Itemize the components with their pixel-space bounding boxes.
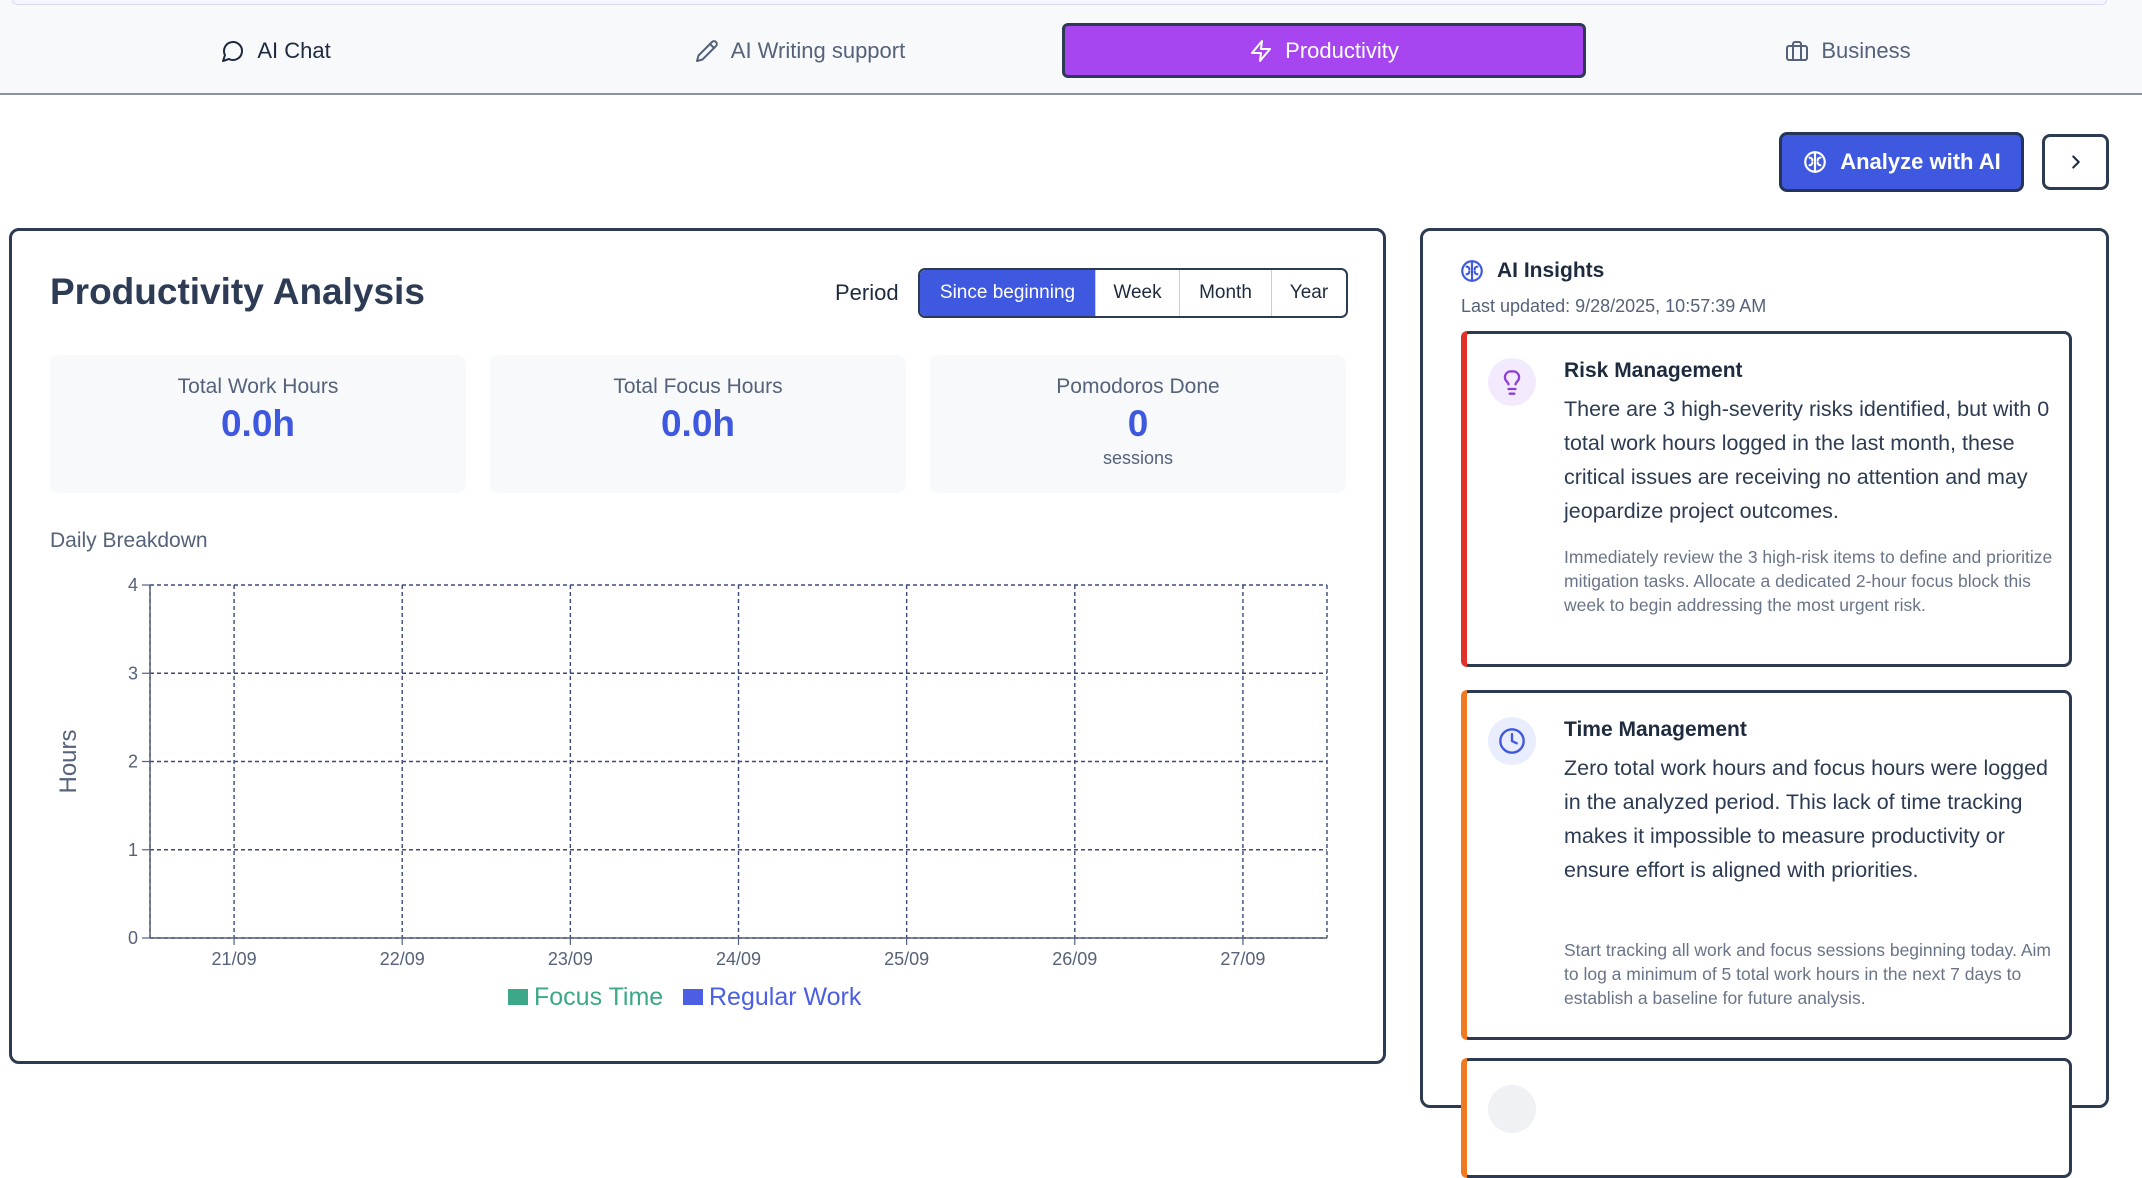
x-tick-label: 22/09 bbox=[380, 949, 425, 969]
stat-total-work-hours: Total Work Hours 0.0h bbox=[50, 355, 466, 493]
chat-bubble-icon bbox=[222, 40, 244, 62]
period-since-beginning-button[interactable]: Since beginning bbox=[920, 270, 1096, 316]
insight-card-risk-management: Risk Management There are 3 high-severit… bbox=[1461, 331, 2072, 667]
x-tick-label: 21/09 bbox=[212, 949, 257, 969]
x-tick-label: 25/09 bbox=[884, 949, 929, 969]
icon-badge bbox=[1488, 358, 1536, 406]
analyze-with-ai-button[interactable]: Analyze with AI bbox=[1779, 132, 2024, 192]
card-body: Zero total work hours and focus hours we… bbox=[1564, 756, 2049, 882]
icon-badge bbox=[1488, 717, 1536, 765]
productivity-analysis-panel: Productivity Analysis Period Since begin… bbox=[9, 228, 1386, 1064]
ai-insights-panel: AI Insights Last updated: 9/28/2025, 10:… bbox=[1420, 228, 2109, 1178]
x-tick-label: 24/09 bbox=[716, 949, 761, 969]
icon-badge bbox=[1488, 1085, 1536, 1133]
insights-title: AI Insights bbox=[1497, 259, 1605, 282]
legend-swatch bbox=[508, 989, 528, 1005]
x-tick-label: 26/09 bbox=[1052, 949, 1097, 969]
tab-productivity[interactable]: Productivity bbox=[1062, 23, 1586, 78]
tab-business[interactable]: Business bbox=[1586, 23, 2110, 78]
lightning-icon bbox=[1251, 39, 1272, 62]
card-accent-bar bbox=[1461, 331, 1467, 667]
tab-ai-chat[interactable]: AI Chat bbox=[14, 23, 538, 78]
x-tick-label: 27/09 bbox=[1220, 949, 1265, 969]
analyze-label: Analyze with AI bbox=[1840, 149, 2001, 174]
y-tick-label: 1 bbox=[128, 840, 138, 860]
clock-icon bbox=[1499, 728, 1525, 754]
tab-label: Business bbox=[1821, 37, 1911, 63]
insight-card-time-management: Time Management Zero total work hours an… bbox=[1461, 690, 2072, 1040]
lightbulb-icon bbox=[1503, 370, 1521, 395]
stat-label: Total Work Hours bbox=[177, 375, 339, 398]
insights-header: AI Insights bbox=[1459, 258, 1604, 284]
legend-swatch bbox=[683, 989, 703, 1005]
stat-sub: sessions bbox=[1102, 448, 1174, 468]
card-accent-bar bbox=[1461, 690, 1467, 1040]
y-tick-label: 2 bbox=[128, 752, 138, 772]
x-tick-label: 23/09 bbox=[548, 949, 593, 969]
y-tick-label: 3 bbox=[128, 663, 138, 683]
top-navigation: AI Chat AI Writing support Productivity … bbox=[0, 0, 2142, 95]
daily-breakdown-chart: 0 1 2 3 4 21/09 22/09 23/09 24/09 25/09 26/09 27/09… bbox=[55, 575, 1328, 1011]
card-body: There are 3 high-severity risks identifi… bbox=[1564, 397, 2050, 523]
chevron-right-icon bbox=[2071, 155, 2080, 169]
y-tick-label: 0 bbox=[128, 928, 138, 948]
tab-label: AI Writing support bbox=[730, 37, 906, 63]
card-title: Risk Management bbox=[1564, 359, 1743, 382]
brain-icon bbox=[1461, 260, 1483, 282]
period-selector: Since beginning Week Month Year bbox=[918, 268, 1348, 318]
daily-breakdown-title: Daily Breakdown bbox=[50, 529, 208, 552]
stat-value: 0.0h bbox=[660, 403, 736, 444]
page-title: Productivity Analysis bbox=[50, 271, 425, 312]
stat-value: 0.0h bbox=[220, 403, 296, 444]
card-recommendation: Start tracking all work and focus sessio… bbox=[1564, 940, 2052, 1008]
y-tick-label: 4 bbox=[128, 575, 138, 595]
tab-ai-writing-support[interactable]: AI Writing support bbox=[538, 23, 1062, 78]
legend-label: Regular Work bbox=[709, 983, 862, 1011]
brain-icon bbox=[1804, 151, 1827, 173]
last-updated-text: Last updated: 9/28/2025, 10:57:39 AM bbox=[1461, 296, 1767, 316]
next-button[interactable] bbox=[2042, 134, 2109, 190]
stat-value: 0 bbox=[1127, 403, 1149, 444]
tab-label: AI Chat bbox=[257, 37, 331, 63]
top-border-strip bbox=[12, 0, 2107, 5]
insight-card-partial bbox=[1461, 1058, 2072, 1178]
tab-label: Productivity bbox=[1285, 37, 1399, 63]
stat-pomodoros-done: Pomodoros Done 0 sessions bbox=[930, 355, 1346, 493]
legend-label: Focus Time bbox=[534, 983, 663, 1011]
stat-total-focus-hours: Total Focus Hours 0.0h bbox=[490, 355, 906, 493]
briefcase-icon bbox=[1786, 40, 1809, 61]
period-week-button[interactable]: Week bbox=[1096, 270, 1180, 316]
card-title: Time Management bbox=[1564, 718, 1747, 741]
card-recommendation: Immediately review the 3 high-risk items… bbox=[1564, 547, 2053, 615]
stat-label: Pomodoros Done bbox=[1056, 375, 1220, 398]
pencil-icon bbox=[695, 39, 718, 62]
period-month-button[interactable]: Month bbox=[1180, 270, 1272, 316]
period-year-button[interactable]: Year bbox=[1289, 282, 1329, 303]
card-accent-bar bbox=[1461, 1058, 1467, 1178]
period-label: Period bbox=[835, 280, 899, 305]
y-axis-label: Hours bbox=[55, 729, 82, 793]
stat-label: Total Focus Hours bbox=[613, 375, 783, 398]
